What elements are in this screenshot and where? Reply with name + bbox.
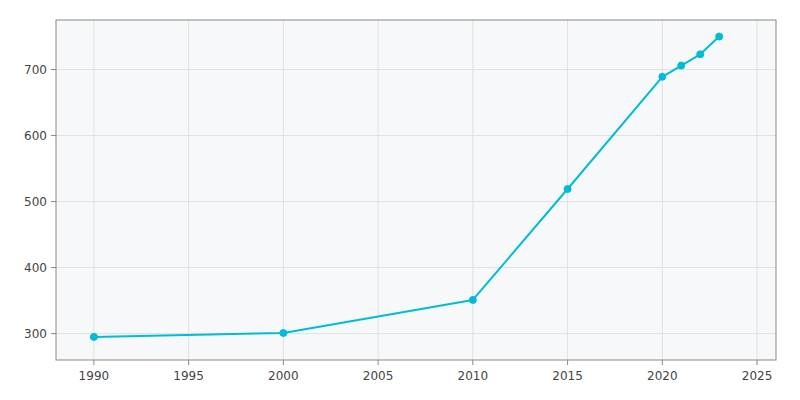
tick-label-x: 2020	[647, 369, 678, 383]
tick-x	[472, 360, 473, 365]
tick-label-y: 400	[24, 261, 47, 275]
grid-line-x	[188, 20, 189, 360]
tick-x	[188, 360, 189, 365]
grid-line-y	[56, 69, 776, 70]
chart-svg: 1990 1995 2000 2005 2010 2015 2020 2025 300 400 50…	[0, 0, 800, 400]
tick-label-x: 1995	[173, 369, 204, 383]
point	[90, 333, 97, 340]
tick-x	[283, 360, 284, 365]
tick-label-y: 700	[24, 63, 47, 77]
tick-label-x: 2010	[458, 369, 489, 383]
tick-x	[757, 360, 758, 365]
tick-label-x: 2000	[268, 369, 299, 383]
tick-y	[51, 135, 56, 136]
grid-line-y	[56, 333, 776, 334]
tick-label-x: 1990	[79, 369, 110, 383]
grid	[51, 20, 776, 365]
grid-line-x	[283, 20, 284, 360]
grid-line-x	[757, 20, 758, 360]
grid-line-x	[93, 20, 94, 360]
point	[697, 51, 704, 58]
tick-label-y: 500	[24, 195, 47, 209]
chart-container: 1990 1995 2000 2005 2010 2015 2020 2025 300 400 50…	[0, 0, 800, 400]
grid-line-y	[56, 201, 776, 202]
point	[678, 62, 685, 69]
grid-line-y	[56, 135, 776, 136]
tick-y	[51, 201, 56, 202]
point	[716, 33, 723, 40]
tick-label-y: 300	[24, 327, 47, 341]
grid-line-x	[662, 20, 663, 360]
tick-x	[567, 360, 568, 365]
plot-background	[56, 20, 776, 360]
tick-x	[662, 360, 663, 365]
tick-labels: 1990 1995 2000 2005 2010 2015 2020 2025 300 400 50…	[24, 63, 772, 383]
tick-label-x: 2025	[742, 369, 773, 383]
grid-line-y	[56, 267, 776, 268]
tick-y	[51, 69, 56, 70]
tick-y	[51, 267, 56, 268]
data-layer	[90, 33, 722, 340]
tick-label-x: 2015	[552, 369, 583, 383]
point	[280, 329, 287, 336]
point	[659, 73, 666, 80]
point	[469, 296, 476, 303]
tick-label-x: 2005	[363, 369, 394, 383]
tick-x	[378, 360, 379, 365]
tick-label-y: 600	[24, 129, 47, 143]
line	[94, 37, 719, 337]
tick-x	[93, 360, 94, 365]
tick-y	[51, 333, 56, 334]
plot-frame	[56, 20, 776, 360]
grid-line-x	[472, 20, 473, 360]
grid-line-x	[378, 20, 379, 360]
point	[564, 186, 571, 193]
